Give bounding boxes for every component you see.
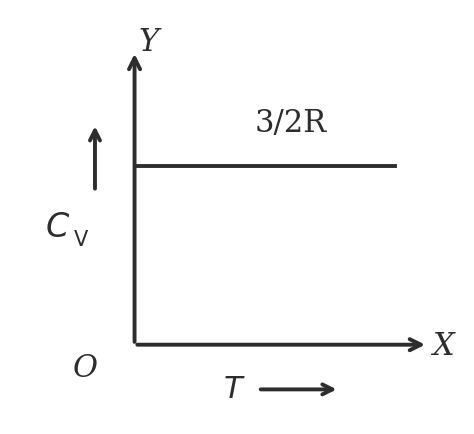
Text: O: O xyxy=(73,352,98,384)
Text: $\mathit{T}$: $\mathit{T}$ xyxy=(223,374,246,405)
Text: X: X xyxy=(433,331,455,362)
Text: $\mathit{C}$: $\mathit{C}$ xyxy=(45,212,70,243)
Text: Y: Y xyxy=(138,27,159,58)
Text: 3/2R: 3/2R xyxy=(255,108,327,139)
Text: $\mathrm{V}$: $\mathrm{V}$ xyxy=(73,230,89,250)
